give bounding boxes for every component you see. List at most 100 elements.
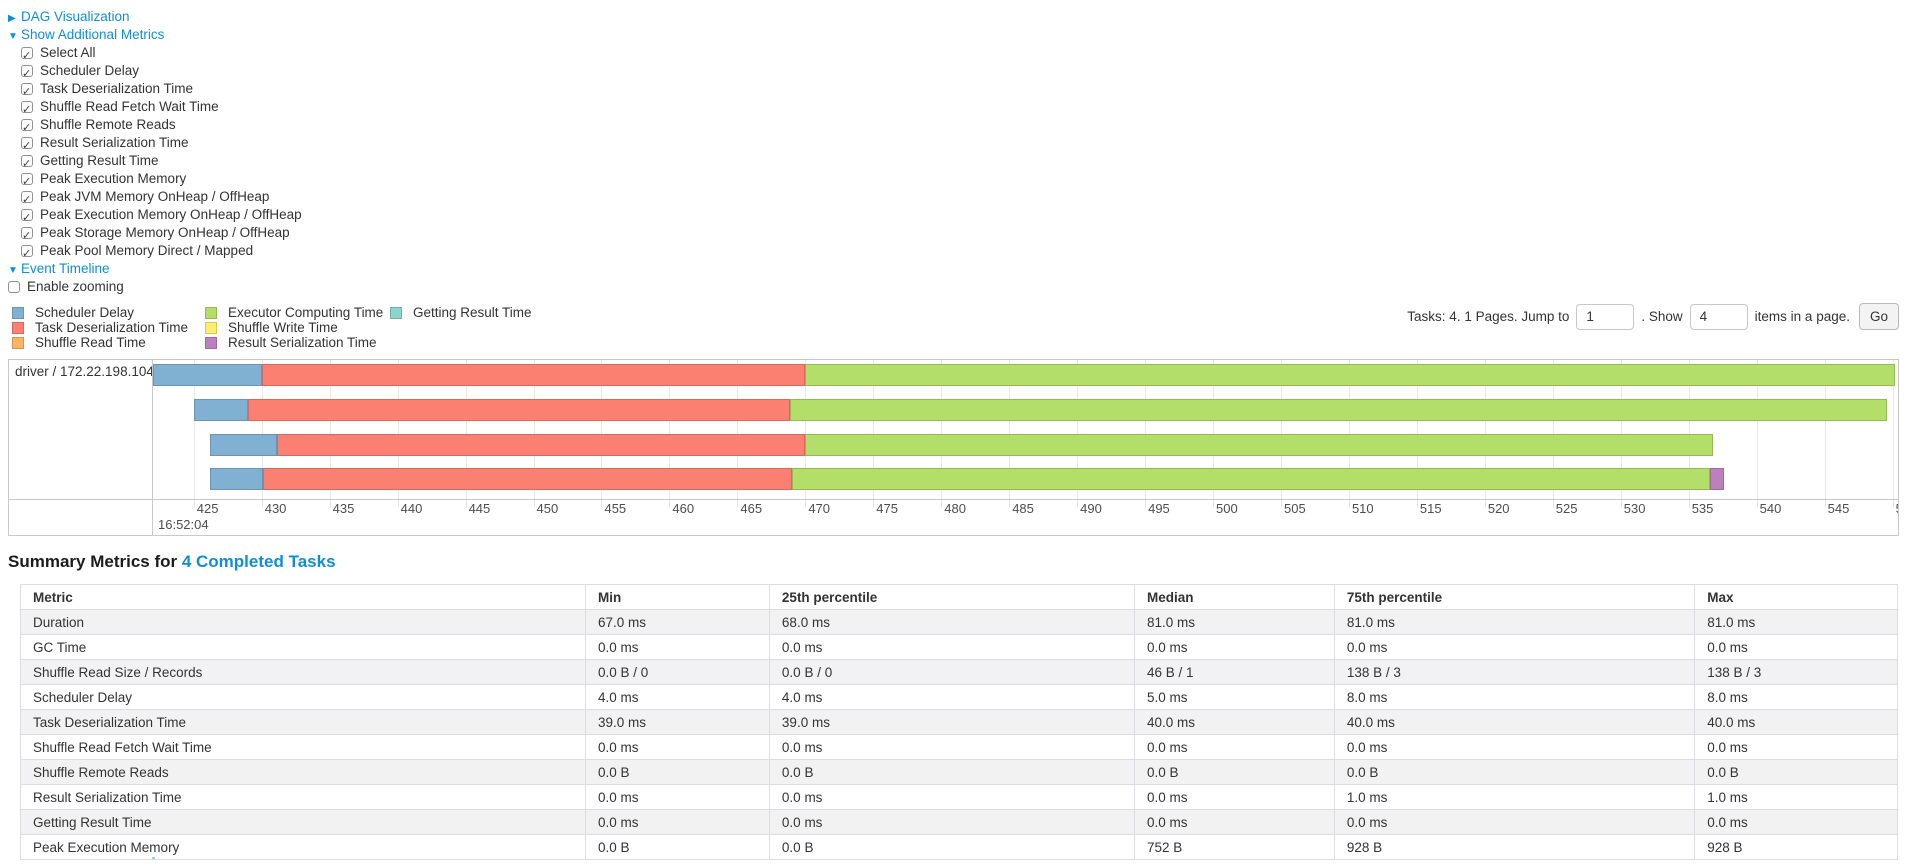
summary-metric-name-cell: Shuffle Remote Reads — [20, 759, 586, 785]
summary-metrics-table: Metric Min 25th percentile Median 75th perce… — [20, 584, 1898, 860]
summary-value-cell: 0.0 ms — [584, 734, 770, 760]
task-bar-segment-executor_computing[interactable] — [805, 433, 1714, 456]
task-bar-segment-scheduler_delay[interactable] — [153, 364, 262, 386]
task-bar-segment-scheduler_delay[interactable] — [210, 433, 277, 456]
axis-tickmark — [1552, 500, 1554, 507]
timeline-gridline — [465, 360, 467, 499]
task-bar-segment-task_deserialization[interactable] — [261, 364, 806, 386]
task-bar-segment-result_serialization[interactable] — [1710, 468, 1725, 491]
timeline-gridline — [533, 360, 535, 499]
summary-value-cell: 0.0 ms — [584, 784, 770, 810]
axis-tickmark — [1280, 500, 1282, 507]
summary-metric-name-cell: Result Serialization Time — [20, 784, 586, 810]
summary-value-cell: 752 B — [1133, 834, 1335, 860]
summary-value-cell: 40.0 ms — [1694, 709, 1898, 735]
axis-tickmark — [1688, 500, 1690, 507]
event-timeline-link[interactable]: ▼ Event Timeline — [8, 260, 110, 280]
task-bar-segment-task_deserialization[interactable] — [276, 433, 806, 456]
items-per-page-input[interactable] — [1689, 303, 1748, 330]
summary-value-cell: 1.0 ms — [1333, 784, 1696, 810]
metric-checkbox[interactable] — [21, 227, 33, 245]
timeline-gridline — [1892, 360, 1894, 499]
task-bar-segment-task_deserialization[interactable] — [263, 468, 792, 491]
summary-value-cell: 0.0 ms — [1333, 634, 1696, 660]
timeline-gridline — [601, 360, 603, 499]
task-bar-segment-scheduler_delay[interactable] — [193, 398, 249, 421]
table-row: GC Time 0.0 ms 0.0 ms 0.0 ms 0.0 ms 0.0 ms — [20, 634, 1898, 660]
summary-value-cell: 81.0 ms — [1694, 609, 1898, 635]
task-bar-segment-task_deserialization[interactable] — [248, 398, 791, 421]
timeline-header: Scheduler Delay Task Deserialization Time… — [8, 303, 1899, 352]
summary-value-cell: 46 B / 1 — [1133, 659, 1335, 685]
legend-label: Executor Computing Time — [228, 305, 384, 320]
metric-checkbox[interactable] — [21, 191, 33, 209]
jump-to-page-input[interactable] — [1576, 303, 1635, 330]
summary-value-cell: 4.0 ms — [768, 684, 1135, 710]
legend-swatch-executor_computing — [205, 306, 217, 319]
summary-value-cell: 0.0 B — [584, 759, 770, 785]
summary-value-cell: 0.0 ms — [584, 634, 770, 660]
metric-checkbox-label: Scheduler Delay — [40, 63, 140, 78]
event-timeline-label: Event Timeline — [21, 261, 110, 276]
legend-swatch-task_deserialization — [12, 321, 24, 334]
axis-tick-label: 530 — [1623, 501, 1646, 516]
task-bar-segment-executor_computing[interactable] — [805, 364, 1896, 386]
go-button[interactable]: Go — [1858, 303, 1899, 330]
axis-tickmark — [805, 500, 807, 507]
task-bar-segment-scheduler_delay[interactable] — [210, 468, 264, 491]
axis-tick-label: 470 — [808, 501, 831, 516]
show-additional-metrics-link[interactable]: ▼ Show Additional Metrics — [8, 26, 164, 46]
axis-tickmark — [1213, 500, 1215, 507]
summary-value-cell: 5.0 ms — [1133, 684, 1335, 710]
metric-checkbox[interactable] — [21, 173, 33, 191]
summary-value-cell: 928 B — [1694, 834, 1898, 860]
task-bar-segment-executor_computing[interactable] — [791, 468, 1711, 491]
pagination-show-text: . Show — [1641, 309, 1683, 324]
axis-tick-label: 435 — [332, 501, 355, 516]
summary-value-cell: 0.0 ms — [1133, 634, 1335, 660]
table-row: Duration 67.0 ms 68.0 ms 81.0 ms 81.0 ms 81.0… — [20, 609, 1898, 635]
axis-tick-label: 490 — [1080, 501, 1102, 516]
legend-swatch-shuffle_write — [205, 321, 217, 334]
metric-checkbox-row: Peak Storage Memory OnHeap / OffHeap — [21, 224, 1899, 245]
completed-tasks-link[interactable]: 4 Completed Tasks — [181, 552, 336, 571]
metric-checkbox[interactable] — [21, 209, 33, 227]
metric-checkbox[interactable] — [21, 245, 33, 263]
pagination-suffix-text: items in a page. — [1754, 309, 1850, 324]
axis-tickmark — [533, 500, 535, 507]
enable-zooming-checkbox[interactable] — [8, 280, 20, 293]
dag-visualization-toggle-row: ▶ DAG Visualization — [8, 8, 1899, 26]
summary-metrics-title: Summary Metrics for 4 Completed Tasks — [8, 552, 1899, 574]
metric-checkbox[interactable] — [21, 155, 33, 173]
legend-label: Result Serialization Time — [228, 335, 377, 350]
metric-checkbox-label: Shuffle Read Fetch Wait Time — [40, 99, 219, 114]
metric-checkbox[interactable] — [21, 65, 33, 83]
metric-checkbox[interactable] — [21, 101, 33, 119]
metric-checkbox[interactable] — [21, 119, 33, 137]
dag-visualization-link[interactable]: ▶ DAG Visualization — [8, 8, 130, 28]
legend-swatch-result_serialization — [205, 336, 217, 349]
table-row: Task Deserialization Time 39.0 ms 39.0 ms 4… — [20, 709, 1898, 735]
timeline-gridline — [1348, 360, 1350, 499]
metric-checkbox-label: Peak Execution Memory OnHeap / OffHeap — [40, 207, 302, 222]
summary-value-cell: 67.0 ms — [584, 609, 770, 635]
metric-checkbox[interactable] — [21, 47, 33, 65]
chevron-down-icon: ▼ — [8, 265, 18, 276]
legend-item-getting_result: Getting Result Time — [390, 305, 1899, 320]
enable-zooming-label: Enable zooming — [27, 278, 124, 294]
metric-checkbox[interactable] — [21, 83, 33, 101]
table-row: Shuffle Read Size / Records 0.0 B / 0 0.0 … — [20, 659, 1898, 685]
axis-tickmark — [941, 500, 943, 507]
summary-column-header: 75th percentile — [1333, 584, 1696, 610]
timeline-gridline — [669, 360, 671, 499]
summary-value-cell: 81.0 ms — [1133, 609, 1335, 635]
summary-value-cell: 81.0 ms — [1333, 609, 1696, 635]
metric-checkbox[interactable] — [21, 137, 33, 155]
timeline-gridline — [1756, 360, 1758, 499]
timeline-plot-area — [153, 360, 1898, 499]
axis-major-time-label: 16:52:04 — [158, 517, 209, 532]
metric-checkbox-label: Task Deserialization Time — [40, 81, 194, 96]
task-bar-segment-executor_computing[interactable] — [790, 398, 1888, 421]
legend-swatch-scheduler_delay — [12, 306, 24, 319]
